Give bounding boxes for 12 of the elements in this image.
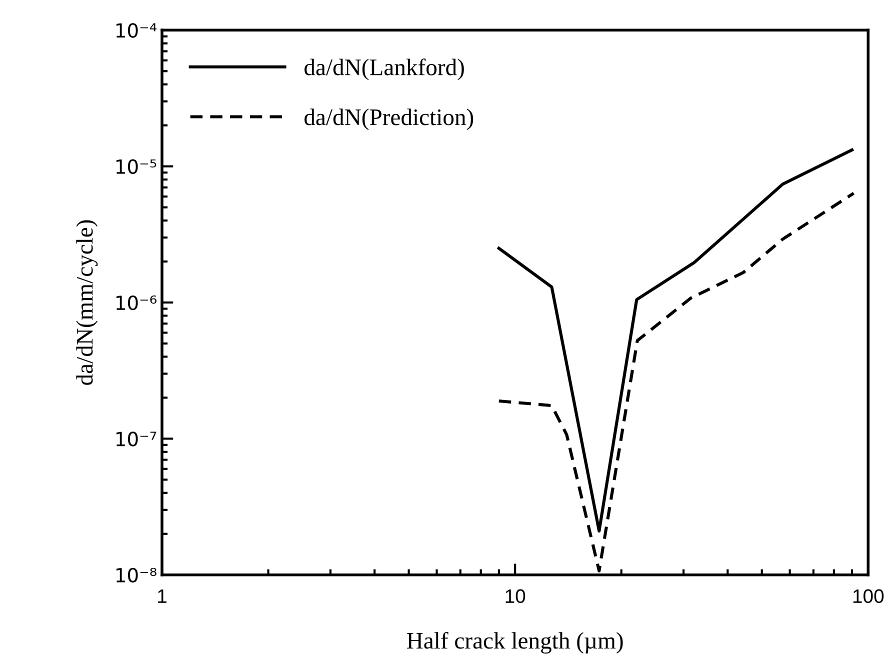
y-tick-label: 10⁻⁵ — [116, 159, 156, 174]
legend-label: da/dN(Lankford) — [304, 58, 464, 80]
x-tick-label: 1 — [158, 589, 166, 603]
y-tick-label: 10⁻⁸ — [116, 568, 156, 583]
y-tick-label: 10⁻⁴ — [116, 23, 157, 38]
y-tick-label: 10⁻⁶ — [116, 295, 157, 310]
x-tick-label: 100 — [853, 589, 884, 604]
legend-label: da/dN(Prediction) — [304, 108, 474, 130]
x-tick-label: 10 — [506, 589, 526, 604]
x-axis-title: Half crack length (µm) — [407, 632, 623, 654]
y-tick-label: 10⁻⁷ — [116, 432, 156, 446]
y-axis-title: da/dN(mm/cycle) — [76, 220, 98, 385]
